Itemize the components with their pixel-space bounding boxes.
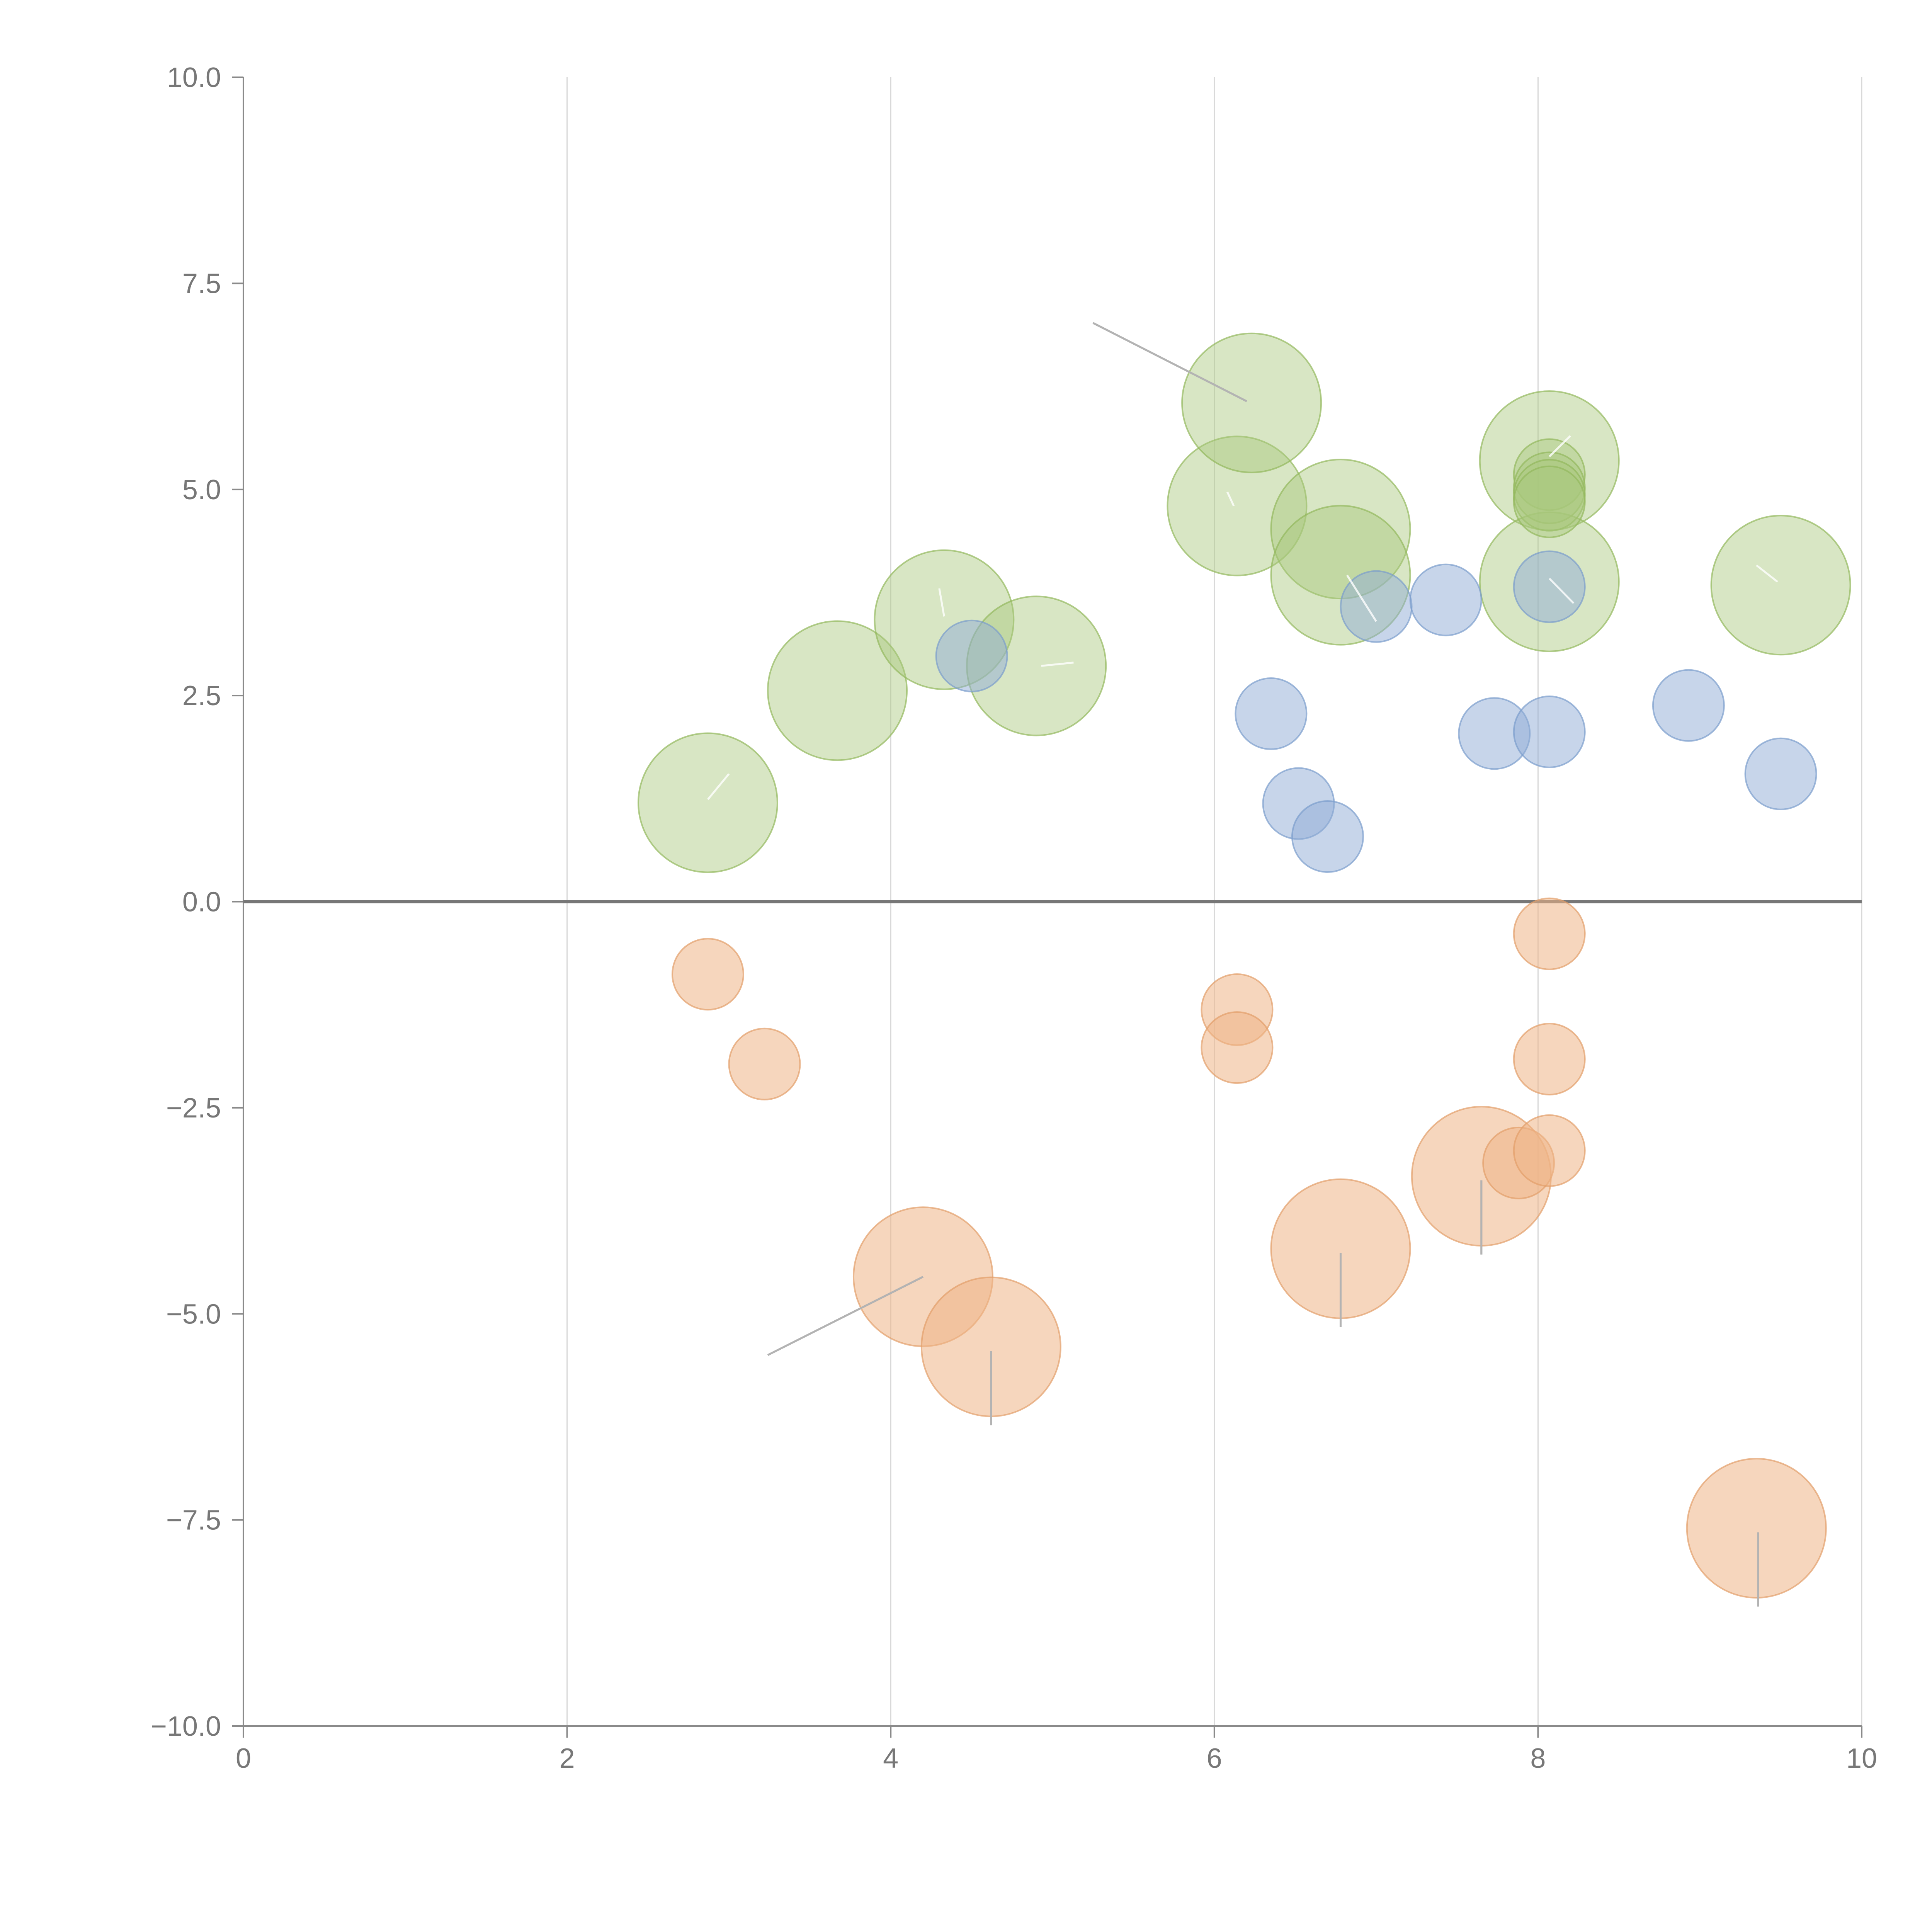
y-tick-label-2: 5.0 <box>182 474 221 505</box>
inner-mark-2 <box>1041 662 1074 667</box>
inner-mark-4 <box>1346 575 1377 622</box>
x-tick-label-4: 8 <box>1530 1743 1546 1774</box>
blue-bubble-10 <box>1744 737 1817 810</box>
green-bubble-0 <box>637 732 778 873</box>
leader-line-overlay-1 <box>767 1276 924 1356</box>
orange-bubble-9 <box>1513 897 1586 970</box>
y-tick-label-8: −10.0 <box>151 1711 221 1742</box>
y-tick-label-6: −5.0 <box>166 1299 221 1330</box>
blue-bubble-3 <box>1291 800 1364 873</box>
y-tick-label-0: 10.0 <box>167 62 221 93</box>
y-tick-label-5: −2.5 <box>166 1093 221 1124</box>
inner-mark-5 <box>1548 435 1571 457</box>
blue-bubble-9 <box>1652 669 1725 742</box>
blue-bubble-5 <box>1409 563 1482 636</box>
inner-marks <box>707 435 1778 800</box>
y-tick-label-7: −7.5 <box>166 1505 221 1536</box>
x-tick-label-2: 4 <box>883 1743 898 1774</box>
inner-mark-1 <box>938 588 945 617</box>
x-tick-label-1: 2 <box>560 1743 575 1774</box>
orange-bubble-5 <box>1201 1011 1274 1084</box>
blue-bubble-7 <box>1513 695 1586 768</box>
axes <box>243 77 1862 1727</box>
x-tick-label-5: 10 <box>1846 1743 1877 1774</box>
green-bubble-5 <box>1181 332 1322 473</box>
orange-bubble-0 <box>671 938 744 1011</box>
y-tick-label-4: 0.0 <box>182 887 221 918</box>
inner-mark-6 <box>1548 578 1575 604</box>
orange-bubble-12 <box>1686 1458 1827 1599</box>
x-tick-label-3: 6 <box>1207 1743 1222 1774</box>
green-bubble-14 <box>1513 465 1586 538</box>
blue-bubble-1 <box>1235 677 1308 750</box>
inner-mark-0 <box>707 773 730 800</box>
blue-bubble-0 <box>935 619 1008 692</box>
orange-bubble-10 <box>1513 1022 1586 1095</box>
blue-bubble-8 <box>1513 550 1586 623</box>
x-tick-label-0: 0 <box>236 1743 251 1774</box>
orange-bubble-1 <box>728 1027 801 1100</box>
y-tick-label-1: 7.5 <box>182 268 221 299</box>
x-ticks: 0 2 4 6 8 10 <box>236 1726 1877 1774</box>
leader-line-overlay-0 <box>1092 322 1247 402</box>
inner-mark-3 <box>1226 492 1235 507</box>
orange-bubble-11 <box>1513 1114 1586 1187</box>
y-ticks: 10.0 7.5 5.0 2.5 0.0 −2.5 −5.0 −7.5 −10.0 <box>151 62 243 1742</box>
inner-mark-7 <box>1756 565 1778 583</box>
green-bubble-1 <box>767 620 908 761</box>
green-bubble-10 <box>1710 515 1851 656</box>
green-bubble-6 <box>1270 459 1411 600</box>
bubbles <box>637 322 1851 1607</box>
y-tick-label-3: 2.5 <box>182 680 221 711</box>
